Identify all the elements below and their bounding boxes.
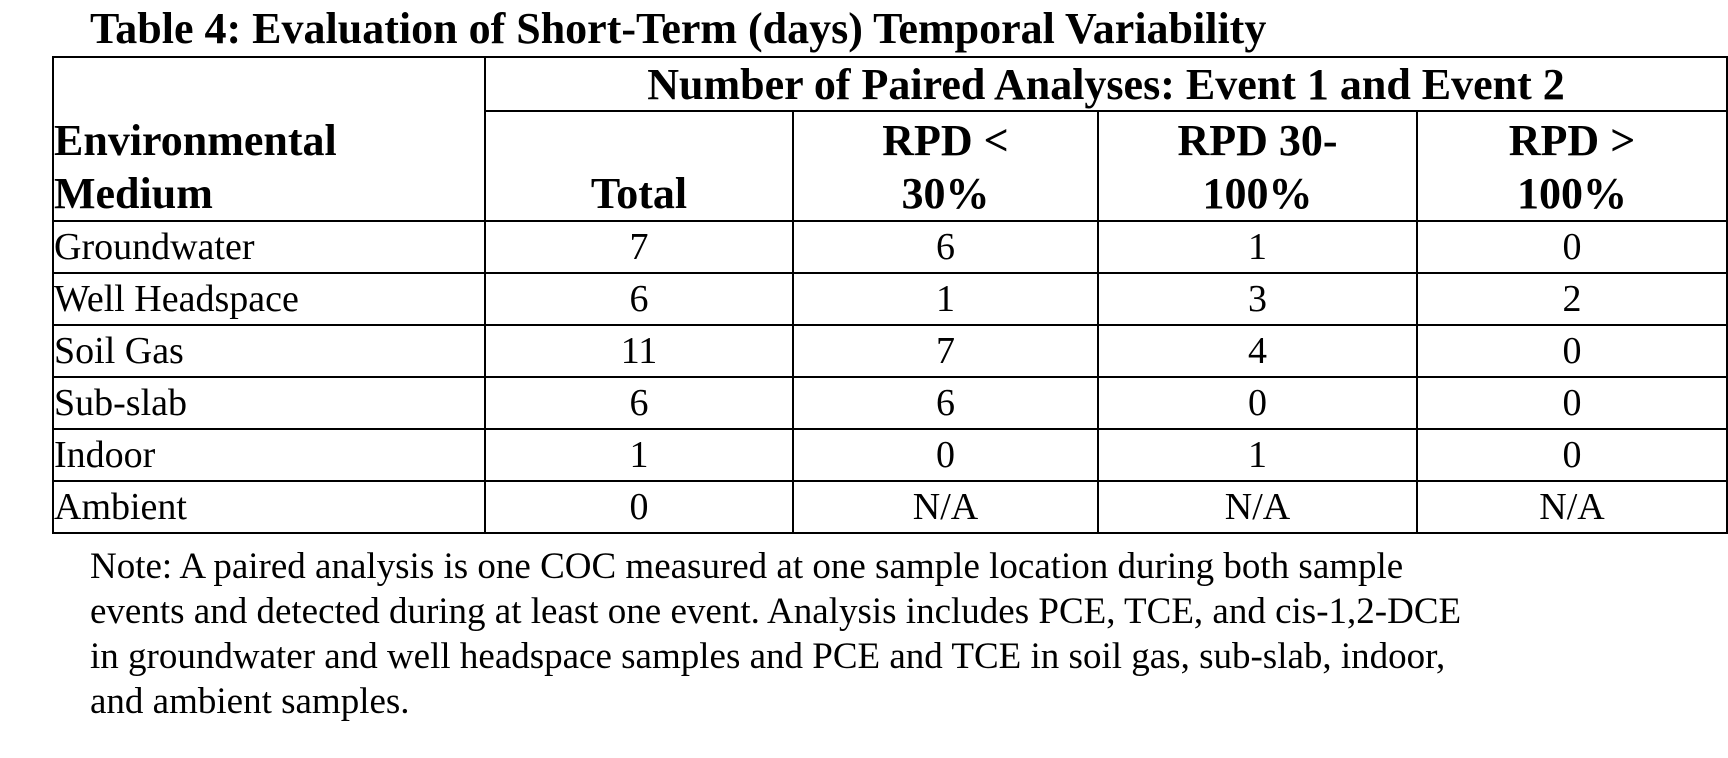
- header-rpd-lt-30-line2: 30%: [901, 169, 990, 218]
- header-rpd-lt-30: RPD < 30%: [792, 110, 1099, 222]
- table-row: Groundwater 7 6 1 0: [52, 220, 1728, 274]
- table-row: Well Headspace 6 1 3 2: [52, 272, 1728, 326]
- rpd-gt-100-cell: N/A: [1415, 480, 1728, 534]
- variability-table: Environmental Medium Number of Paired An…: [52, 56, 1728, 534]
- rpd-30-100-cell: 1: [1097, 220, 1418, 274]
- table-row: Sub-slab 6 6 0 0: [52, 376, 1728, 430]
- column-header-row: Total RPD < 30% RPD 30- 100% RPD > 100%: [53, 110, 1728, 222]
- total-cell: 1: [484, 428, 794, 482]
- header-medium-line2: Medium: [54, 169, 213, 218]
- rpd-30-100-cell: N/A: [1097, 480, 1418, 534]
- header-rpd-gt-100-line1: RPD >: [1508, 116, 1636, 165]
- note-line: events and detected during at least one …: [90, 591, 1462, 632]
- total-cell: 0: [484, 480, 794, 534]
- header-medium-line1: Environmental: [54, 116, 337, 165]
- rpd-gt-100-cell: 0: [1415, 324, 1728, 378]
- note-line: and ambient samples.: [90, 681, 410, 722]
- header-rpd-lt-30-line1: RPD <: [882, 116, 1009, 165]
- header-paired-analyses: Number of Paired Analyses: Event 1 and E…: [483, 56, 1728, 112]
- table-title: Table 4: Evaluation of Short-Term (days)…: [90, 4, 1267, 53]
- rpd-30-100-cell: 1: [1097, 428, 1418, 482]
- header-environmental-medium: Environmental Medium: [52, 56, 486, 222]
- note-line: Note: A paired analysis is one COC measu…: [90, 546, 1404, 587]
- rpd-gt-100-cell: 0: [1415, 376, 1728, 430]
- rpd-lt-30-cell: 0: [792, 428, 1099, 482]
- medium-cell: Sub-slab: [52, 376, 486, 430]
- medium-cell: Indoor: [52, 428, 486, 482]
- header-total: Total: [484, 110, 794, 222]
- table-row: Soil Gas 11 7 4 0: [52, 324, 1728, 378]
- total-cell: 6: [484, 272, 794, 326]
- rpd-lt-30-cell: 1: [792, 272, 1099, 326]
- rpd-lt-30-cell: 6: [792, 376, 1099, 430]
- header-rpd-gt-100: RPD > 100%: [1415, 110, 1728, 222]
- total-cell: 11: [484, 324, 794, 378]
- header-rpd-gt-100-line2: 100%: [1517, 169, 1628, 218]
- rpd-lt-30-cell: 7: [792, 324, 1099, 378]
- group-header-row: Environmental Medium Number of Paired An…: [52, 56, 1728, 222]
- medium-cell: Soil Gas: [52, 324, 486, 378]
- medium-cell: Groundwater: [52, 220, 486, 274]
- note-line: in groundwater and well headspace sample…: [90, 636, 1446, 677]
- total-cell: 7: [484, 220, 794, 274]
- header-rpd-30-100-line2: 100%: [1202, 169, 1313, 218]
- rpd-lt-30-cell: 6: [792, 220, 1099, 274]
- rpd-30-100-cell: 0: [1097, 376, 1418, 430]
- header-rpd-30-100-line1: RPD 30-: [1177, 116, 1338, 165]
- header-rpd-30-100: RPD 30- 100%: [1097, 110, 1418, 222]
- medium-cell: Well Headspace: [52, 272, 486, 326]
- medium-cell: Ambient: [52, 480, 486, 534]
- rpd-lt-30-cell: N/A: [792, 480, 1099, 534]
- total-cell: 6: [484, 376, 794, 430]
- table-note: Note: A paired analysis is one COC measu…: [90, 544, 1610, 724]
- table-row: Ambient 0 N/A N/A N/A: [52, 480, 1728, 534]
- rpd-30-100-cell: 3: [1097, 272, 1418, 326]
- rpd-30-100-cell: 4: [1097, 324, 1418, 378]
- table-row: Indoor 1 0 1 0: [52, 428, 1728, 482]
- rpd-gt-100-cell: 0: [1415, 220, 1728, 274]
- rpd-gt-100-cell: 2: [1415, 272, 1728, 326]
- header-total-line2: Total: [590, 169, 688, 218]
- rpd-gt-100-cell: 0: [1415, 428, 1728, 482]
